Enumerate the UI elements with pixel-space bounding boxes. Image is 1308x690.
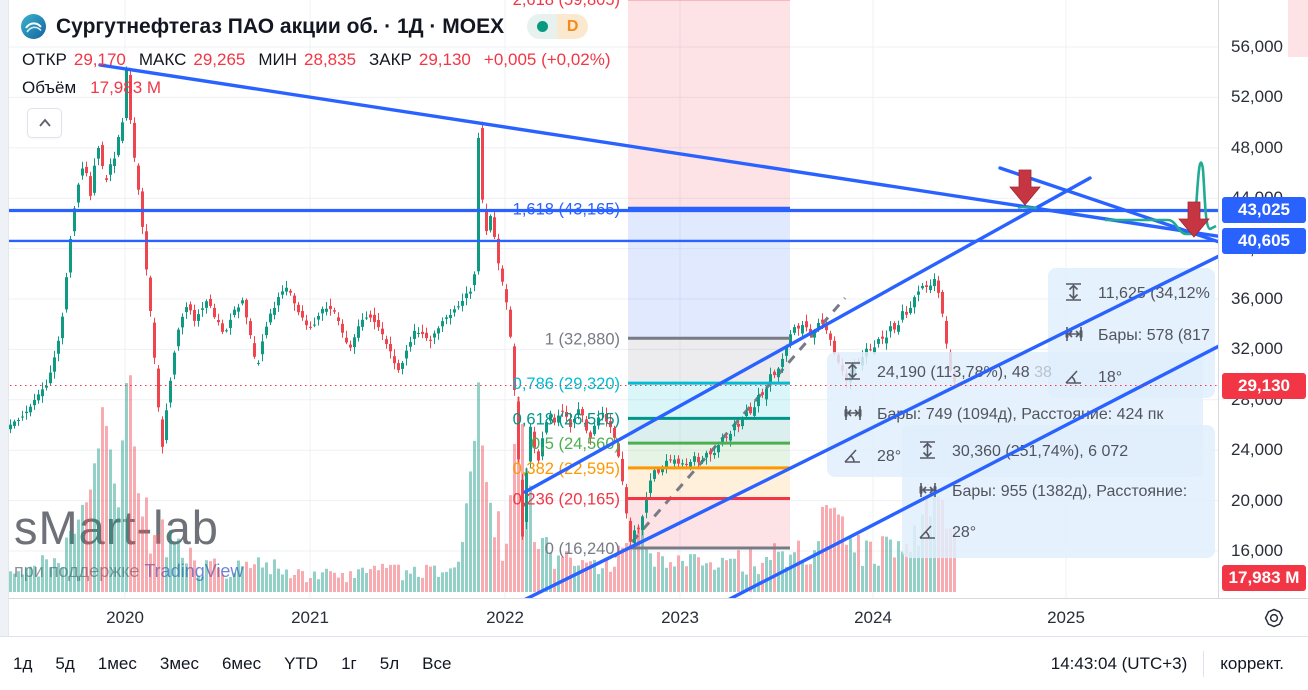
year-label-2025: 2025 [1047, 608, 1085, 627]
price-tick: 52,000 [1231, 87, 1283, 107]
time-axis-settings-icon[interactable] [1262, 606, 1286, 630]
market-status-dot [527, 14, 558, 39]
low-label: МИН [258, 50, 298, 69]
price-tick: 24,000 [1231, 440, 1283, 460]
open-label: ОТКР [22, 50, 67, 69]
fib-level-label: 2,618 (59,805) [513, 0, 620, 9]
fib-bands [628, 0, 790, 548]
year-label-2020: 2020 [106, 608, 144, 627]
volume-value: 17,983 M [90, 78, 162, 97]
close-label: ЗАКР [369, 50, 412, 69]
price-badge: 17,983 M [1222, 565, 1306, 591]
range-button-YTD[interactable]: YTD [284, 653, 319, 673]
measurement-text: 11,625 (34,12% [1098, 285, 1210, 302]
year-label-2024: 2024 [854, 608, 892, 627]
range-button-5л[interactable]: 5л [379, 653, 400, 673]
measurement-text: 18° [1098, 369, 1122, 386]
range-button-1д[interactable]: 1д [13, 653, 33, 673]
price-badge: 43,025 [1222, 197, 1306, 224]
chart-area[interactable]: sMart-lab при поддержке TradingView 2,61… [0, 0, 1218, 598]
close-value: 29,130 [418, 50, 471, 69]
toolbar-divider [1203, 650, 1205, 677]
open-value: 29,170 [73, 50, 126, 69]
tradingview-link[interactable]: TradingView [144, 561, 244, 581]
watermark-support-text: при поддержке [14, 561, 140, 581]
measurement-text: 28° [877, 448, 901, 465]
left-edge-panel [0, 0, 9, 636]
range-button-Все[interactable]: Все [422, 653, 452, 673]
year-label-2021: 2021 [291, 608, 329, 627]
down-arrow[interactable] [1009, 169, 1041, 206]
measurement-text: 30,360 (251,74%), 6 072 [952, 443, 1128, 460]
range-button-3мес[interactable]: 3мес [159, 653, 199, 673]
price-tick: 16,000 [1231, 541, 1283, 560]
watermark-brand: sMart-lab [14, 501, 219, 554]
fib-level-label: 0,5 (24,560) [531, 435, 620, 453]
projection-tick [1017, 206, 1038, 210]
bottom-toolbar: 1д 5д 1мес 3мес 6мес YTD 1г 5л Все 14:43:04 (UTC… [0, 636, 1308, 690]
price-tick: 36,000 [1231, 289, 1283, 308]
range-button-1г[interactable]: 1г [341, 653, 357, 673]
down-arrow[interactable] [1178, 201, 1210, 238]
year-label-2022: 2022 [486, 608, 524, 627]
symbol-logo [21, 14, 46, 39]
measurement-panels[interactable]: 11,625 (34,12% Бары: 578 (817 18° 24,190 (1… [827, 268, 1215, 558]
measurement-text: Бары: 955 (1382д), Расстояние: [952, 483, 1187, 500]
volume-label: Объём [22, 78, 77, 97]
chevron-up-icon [38, 118, 51, 127]
interval-status-pill[interactable]: D [527, 14, 589, 39]
low-value: 28,835 [304, 50, 357, 69]
fib-level-label: 1 (32,880) [545, 330, 620, 348]
adjust-toggle[interactable]: коррект. [1220, 653, 1284, 673]
time-axis[interactable]: 2020 2021 2022 2023 2024 2025 [0, 598, 1308, 637]
volume-readout: Объём 17,983 M [22, 78, 161, 98]
volume-layer [9, 375, 956, 592]
price-tick: 56,000 [1231, 37, 1283, 56]
price-tick: 48,000 [1231, 137, 1283, 157]
horizontal-rays[interactable] [0, 208, 1218, 243]
fib-level-label: 0,236 (20,165) [513, 491, 620, 509]
range-buttons: 1д 5д 1мес 3мес 6мес YTD 1г 5л Все [0, 654, 451, 674]
price-tick: 20,000 [1231, 490, 1283, 510]
fib-level-label: 0,786 (29,320) [513, 375, 620, 393]
price-badge: 29,130 [1222, 372, 1306, 399]
symbol-header[interactable]: Сургутнефтегаз ПАО акции об. · 1Д · MOEX… [20, 13, 589, 40]
ohlc-readout: ОТКР 29,170 МАКС 29,265 МИН 28,835 ЗАКР … [22, 50, 617, 70]
measurement-text: 24,190 (113,78%), 48 38 [877, 364, 1052, 381]
price-axis[interactable]: 56,00052,00048,00044,00040,00036,00032,0… [1218, 0, 1308, 598]
interval-badge: D [557, 14, 589, 39]
fib-level-label: 0,618 (26,525) [513, 410, 620, 428]
clock[interactable]: 14:43:04 (UTC+3) [1050, 653, 1188, 673]
fib-source-dashed-line[interactable] [630, 297, 847, 543]
range-button-1мес[interactable]: 1мес [97, 653, 137, 673]
measurement-text: Бары: 578 (817 [1098, 327, 1210, 344]
price-badge: 40,605 [1222, 227, 1306, 254]
axis-corner-highlight [1288, 0, 1308, 57]
price-tick: 32,000 [1231, 339, 1283, 359]
price-chart-canvas[interactable]: 2,618 (59,805)1,618 (43,165)1 (32,880)0,… [0, 0, 1218, 598]
fib-level-label: 0 (16,240) [545, 540, 620, 558]
range-button-6мес[interactable]: 6мес [221, 653, 262, 673]
trendline-support-main [524, 254, 1218, 598]
trendline-channel-upper [523, 176, 1092, 494]
range-button-5д[interactable]: 5д [55, 653, 75, 673]
measurement-text: 28° [952, 524, 976, 541]
projection-curve[interactable] [1105, 161, 1217, 236]
watermark: sMart-lab при поддержке TradingView [14, 500, 243, 582]
high-value: 29,265 [193, 50, 246, 69]
collapse-panel-button[interactable] [27, 108, 62, 138]
change-value: +0,005 (+0,02%) [483, 50, 611, 69]
year-label-2023: 2023 [661, 608, 699, 627]
high-label: МАКС [138, 50, 187, 69]
symbol-title[interactable]: Сургутнефтегаз ПАО акции об. · 1Д · MOEX [56, 14, 505, 38]
measurement-text: Бары: 749 (1094д), Расстояние: 424 пк [877, 406, 1164, 423]
trendline-channel-lower [728, 344, 1218, 598]
